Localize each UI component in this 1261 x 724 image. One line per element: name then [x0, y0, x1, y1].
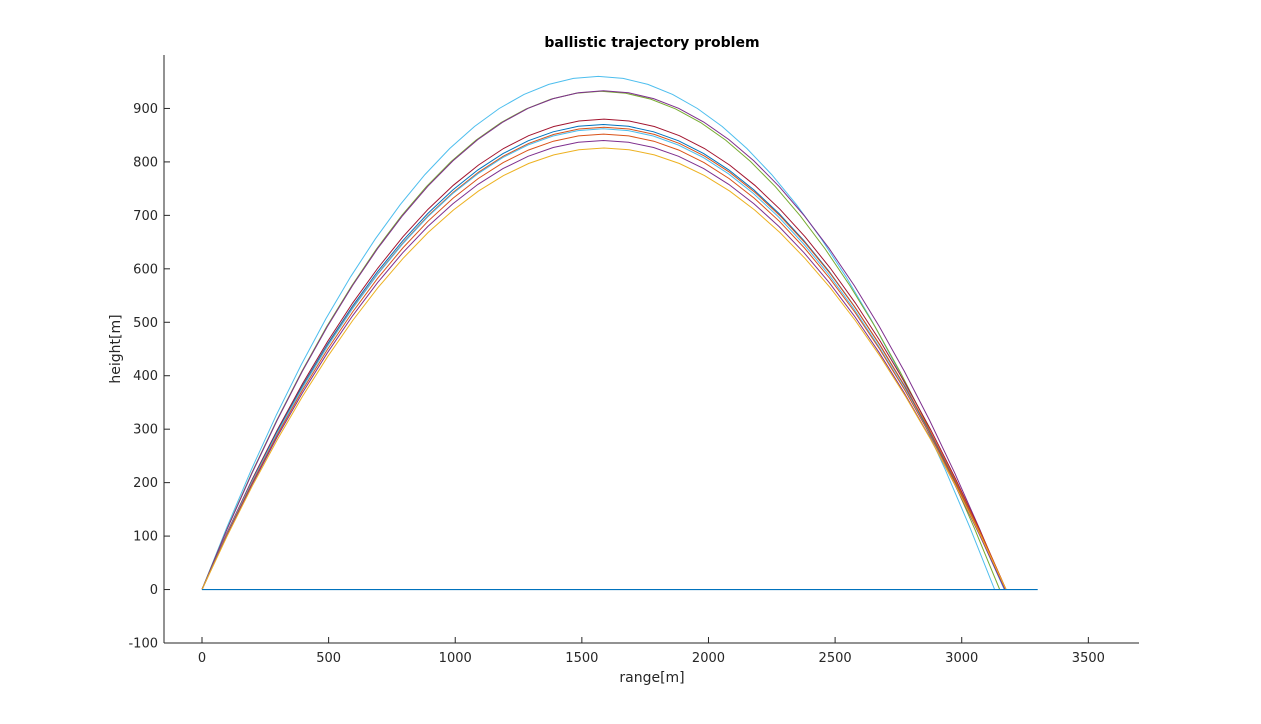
x-tick-label: 1500 [565, 651, 598, 666]
y-tick-label: 300 [133, 423, 158, 438]
chart-title: ballistic trajectory problem [544, 35, 759, 51]
trajectory-line-7 [201, 128, 1005, 590]
x-tick-label: 0 [198, 651, 206, 666]
y-tick-label: 700 [133, 209, 158, 224]
axes [163, 55, 1139, 644]
plot-area [201, 75, 1038, 591]
y-tick-label: 100 [133, 530, 158, 545]
x-tick-label: 2500 [819, 651, 852, 666]
y-tick-label: 900 [133, 102, 158, 117]
y-tick-label: 500 [133, 316, 158, 331]
y-axis-label: height[m] [108, 314, 124, 383]
ticks: 0 500 1000 1500 2000 2500 3000 3500 -100 0 100 200 3… [128, 102, 1104, 666]
y-tick-label: 400 [133, 369, 158, 384]
y-tick-label: -100 [128, 637, 158, 652]
trajectory-line-1 [201, 75, 996, 590]
trajectory-line-8 [201, 133, 1006, 590]
y-tick-label: 600 [133, 262, 158, 277]
x-tick-label: 3000 [945, 651, 978, 666]
x-axis-label: range[m] [619, 670, 684, 686]
trajectory-line-9 [201, 139, 1006, 590]
x-tick-label: 3500 [1072, 651, 1105, 666]
y-tick-label: 800 [133, 155, 158, 170]
y-tick-label: 0 [150, 583, 158, 598]
x-tick-label: 500 [316, 651, 341, 666]
y-tick-label: 200 [133, 476, 158, 491]
trajectory-line-10 [201, 147, 1007, 590]
trajectory-line-4 [201, 118, 1007, 590]
x-tick-label: 1000 [439, 651, 472, 666]
x-tick-label: 2000 [692, 651, 725, 666]
trajectory-line-3 [201, 90, 1006, 590]
